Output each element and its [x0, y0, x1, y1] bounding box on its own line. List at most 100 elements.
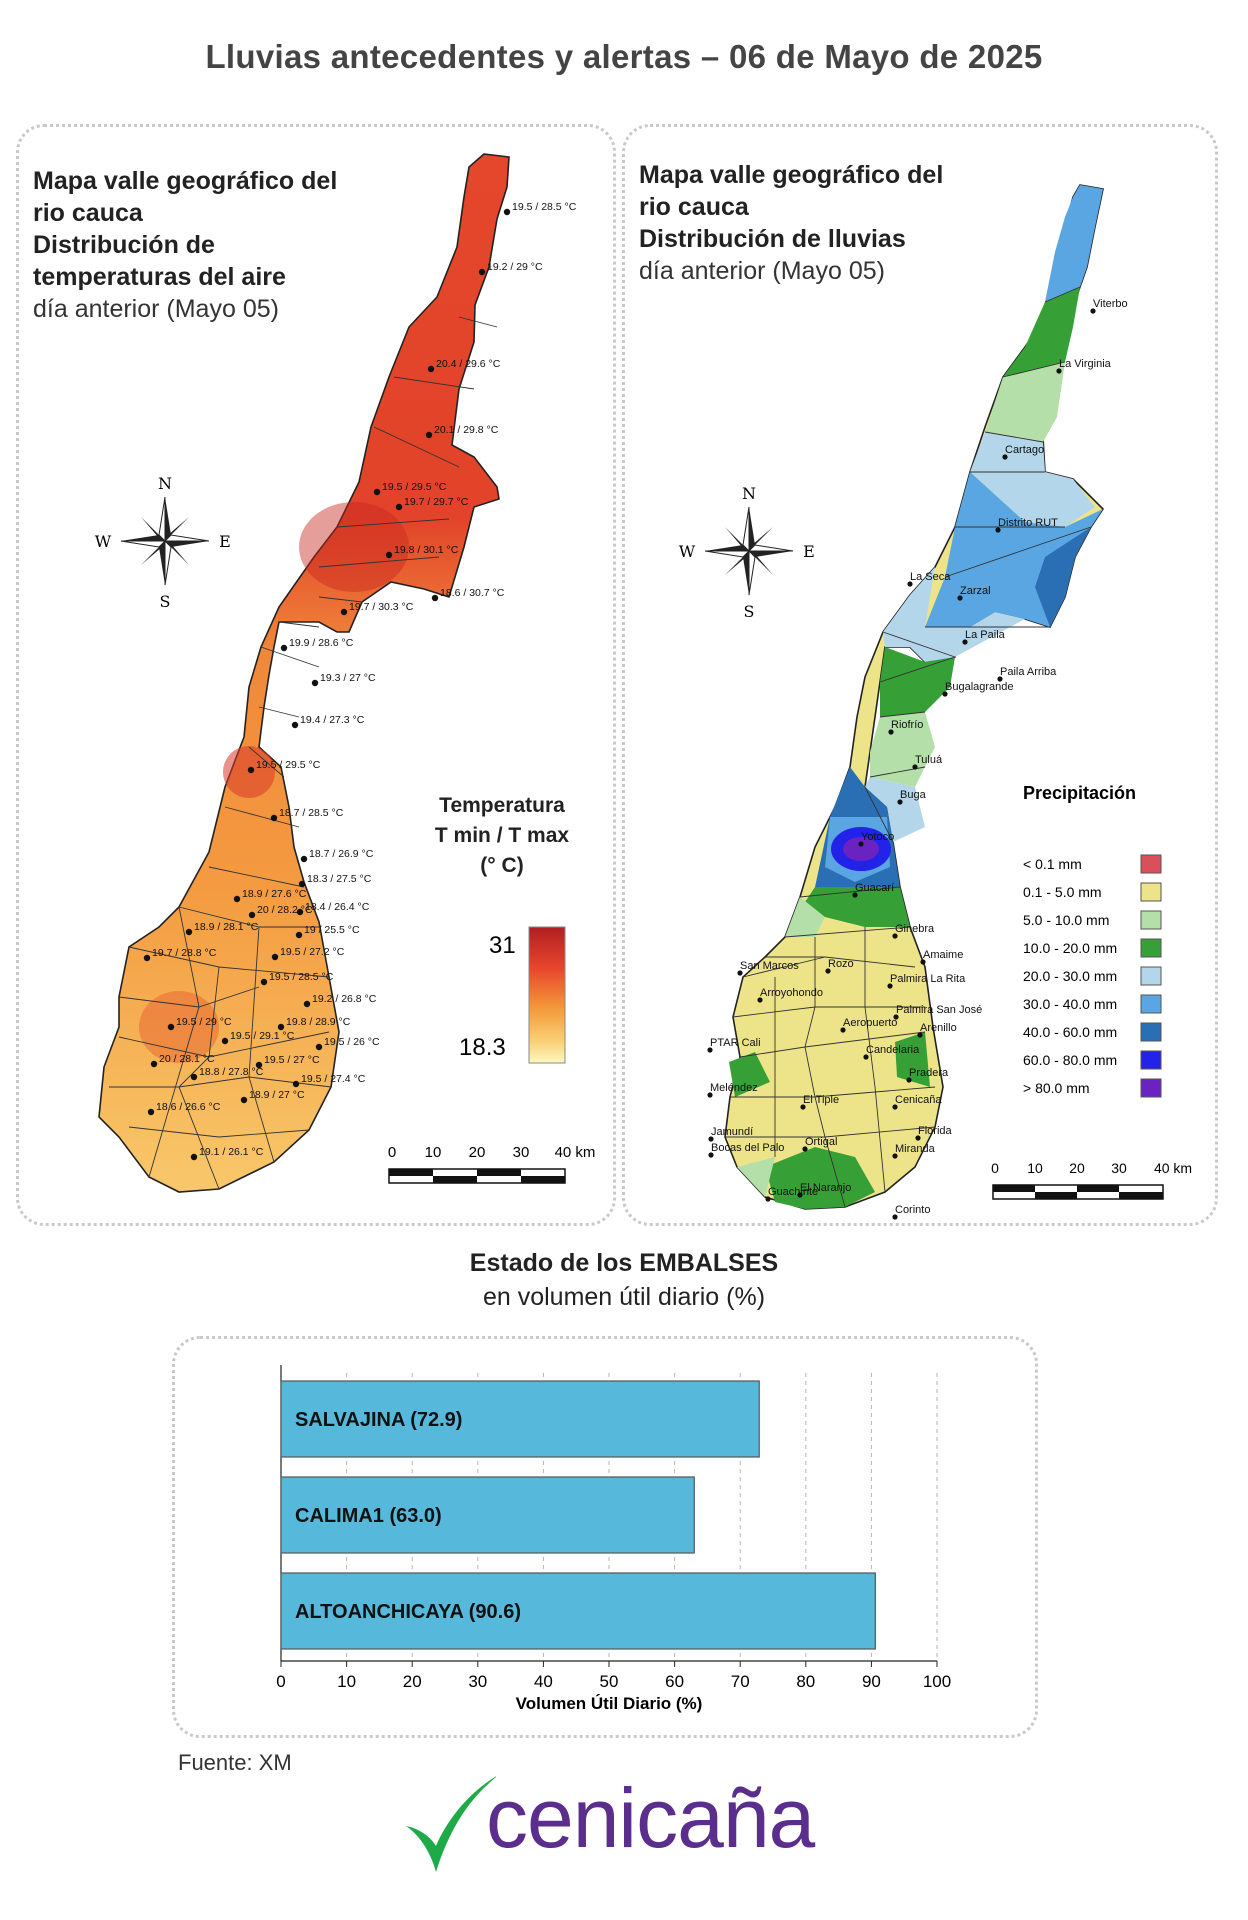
map-title-line: Mapa valle geográfico del	[639, 161, 944, 189]
band-5-10	[785, 897, 825, 937]
station-dot	[427, 365, 435, 373]
station-label: 20.1 / 29.8 °C	[434, 424, 499, 436]
station-dot	[478, 268, 486, 276]
legend-title-line: (° C)	[480, 854, 524, 877]
station-dot	[221, 1037, 229, 1045]
legend-swatch	[1140, 1078, 1162, 1098]
place-label: Aeropuerto	[843, 1017, 897, 1029]
x-tick-label: 30	[468, 1672, 487, 1691]
scale-tick-label: 40 km	[1154, 1160, 1192, 1176]
station-dot	[260, 978, 268, 986]
station-label: 19.2 / 26.8 °C	[312, 993, 377, 1005]
map-title-line: rio cauca	[33, 199, 143, 227]
reservoirs-subtitle: en volumen útil diario (%)	[482, 1283, 766, 1311]
place-dot	[1090, 308, 1096, 314]
legend-swatch	[1140, 854, 1162, 874]
station-dot	[300, 855, 308, 863]
place-dot	[893, 1014, 899, 1020]
temperature-voronoi-lines	[109, 316, 498, 1190]
reservoir-bar	[280, 1572, 876, 1650]
map-title-line: día anterior (Mayo 05)	[639, 257, 885, 285]
station-label: 19.9 / 28.6 °C	[289, 637, 354, 649]
station-dot	[167, 1023, 175, 1031]
band-10-20	[765, 1147, 875, 1209]
hot-zone	[139, 991, 219, 1063]
x-axis-label: Volumen Útil Diario (%)	[516, 1694, 703, 1713]
place-label: El Tiple	[803, 1094, 839, 1106]
legend-title-line: T min / T max	[434, 824, 570, 847]
temperature-legend-title: Temperatura T min / T max (° C)	[407, 791, 597, 881]
place-label: Zarzal	[960, 585, 991, 597]
compass-north: N	[158, 474, 172, 493]
station-dot	[147, 1108, 155, 1116]
place-label: Florida	[918, 1125, 953, 1137]
rainfall-map: Viterbo La Virginia Cartago Distrito RUT La …	[679, 184, 1192, 1220]
scale-tick-label: 20	[469, 1144, 486, 1161]
map-title-line: temperaturas del aire	[33, 263, 286, 291]
rainfall-voronoi-lines	[725, 286, 1092, 1208]
place-dot	[917, 1032, 923, 1038]
place-label: Palmira La Rita	[890, 973, 966, 985]
place-label: Arroyohondo	[760, 987, 823, 999]
cenicana-logo: cenicaña	[396, 1764, 856, 1904]
scale-tick-label: 0	[991, 1160, 999, 1176]
station-dot	[291, 721, 299, 729]
band-20-30	[883, 567, 935, 662]
compass-north: N	[742, 484, 756, 503]
scale-tick-label: 10	[1027, 1160, 1043, 1176]
place-label: La Seca	[910, 571, 951, 583]
place-dot	[897, 799, 903, 805]
band-5-10	[737, 1157, 775, 1197]
station-dot	[248, 911, 256, 919]
map-title-line: Distribución de lluvias	[639, 225, 906, 253]
compass-west: W	[679, 542, 696, 561]
station-label: 19.1 / 26.1 °C	[199, 1146, 264, 1158]
place-dot	[887, 983, 893, 989]
temperature-map-panel: Mapa valle geográfico del rio cauca Distri…	[16, 124, 616, 1226]
place-label: La Paila	[965, 629, 1006, 641]
place-label: Viterbo	[1093, 298, 1128, 310]
place-label: Arenillo	[920, 1022, 957, 1034]
x-tick-label: 40	[534, 1672, 553, 1691]
place-dot	[858, 841, 864, 847]
place-dot	[840, 1027, 846, 1033]
station-dot	[395, 503, 403, 511]
temperature-map-title: Mapa valle geográfico del rio cauca Distri…	[33, 165, 337, 325]
temperature-region-shape	[98, 153, 510, 1193]
band-10-20	[1003, 287, 1080, 377]
band-20-30	[970, 432, 1095, 527]
place-label: Riofrío	[891, 719, 923, 731]
x-tick-label: 10	[337, 1672, 356, 1691]
band-10-20	[895, 1032, 930, 1087]
compass-east: E	[219, 532, 231, 551]
leaf-check-icon	[406, 1776, 496, 1872]
station-label: 18.9 / 28.1 °C	[194, 921, 259, 933]
band-5-10	[985, 362, 1065, 442]
bar-label: CALIMA1 (63.0)	[295, 1505, 442, 1527]
place-dot	[957, 595, 963, 601]
temperature-map: 19.5 / 28.5 °C 19.2 / 29 °C 20.4 / 29.6 °C…	[95, 153, 596, 1193]
station-label: 19.5 / 29.5 °C	[256, 759, 321, 771]
station-label: 19.5 / 29 °C	[176, 1016, 232, 1028]
station-dot	[190, 1073, 198, 1081]
band-30-40	[925, 472, 1103, 667]
legend-item-label: 0.1 - 5.0 mm	[1023, 884, 1102, 900]
place-label: Ortigal	[805, 1136, 837, 1148]
place-label: Yotoco	[861, 831, 894, 843]
legend-item-label: 20.0 - 30.0 mm	[1023, 968, 1117, 984]
scale-tick-label: 40 km	[555, 1144, 596, 1161]
x-tick-label: 60	[665, 1672, 684, 1691]
legend-item-label: > 80.0 mm	[1023, 1080, 1090, 1096]
x-tick-label: 100	[923, 1672, 951, 1691]
place-dot	[915, 1135, 921, 1141]
legend-min-label: 18.3	[459, 1034, 506, 1061]
place-dot	[995, 527, 1001, 533]
station-dot	[233, 895, 241, 903]
place-dot	[892, 1104, 898, 1110]
station-dot	[296, 908, 304, 916]
station-label: 20.4 / 29.6 °C	[436, 358, 501, 370]
scale-tick-label: 30	[513, 1144, 530, 1161]
station-label: 20 / 28.1 °C	[159, 1053, 215, 1065]
station-dot	[185, 928, 193, 936]
station-dot	[270, 814, 278, 822]
